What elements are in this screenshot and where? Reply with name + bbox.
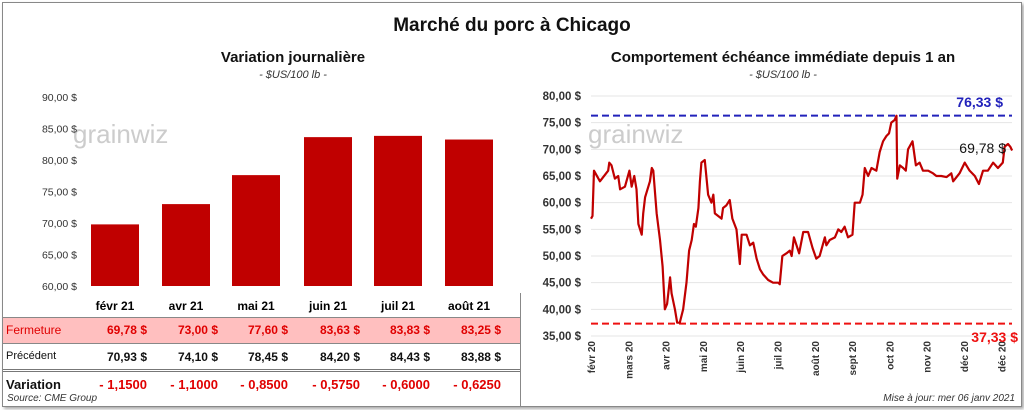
fermeture-row: Fermeture 69,78 $ 73,00 $ 77,60 $ 83,63 $ 83… [3, 317, 520, 344]
x-tick-label: juil 20 [774, 341, 785, 371]
table-cell: - 1,1000 [170, 377, 218, 392]
table-cell: 73,00 $ [177, 323, 218, 337]
watermark-logo: grainwiz [588, 119, 683, 149]
table-cell: 69,78 $ [106, 323, 147, 337]
table-cell: - 0,8500 [240, 377, 288, 392]
table-cell: - 0,6250 [453, 377, 501, 392]
update-note: Mise à jour: mer 06 janv 2021 [883, 393, 1015, 404]
table-cell: - 1,1500 [99, 377, 147, 392]
x-tick-label: déc 20 [997, 341, 1008, 373]
last-price-label: 69,78 $ [959, 140, 1006, 156]
table-cell: 84,20 $ [319, 350, 360, 364]
y-tick-label: 55,00 $ [543, 224, 582, 236]
x-tick-label: févr 20 [587, 341, 598, 374]
x-tick-label: août 20 [811, 341, 822, 376]
price-table: févr 21 avr 21 mai 21 juin 21 juil 21 août 21… [3, 293, 520, 393]
price-line [590, 114, 1014, 324]
table-header-row: févr 21 avr 21 mai 21 juin 21 juil 21 août 21 [3, 298, 520, 323]
right-chart-title: Comportement échéance immédiate depuis 1… [610, 49, 956, 66]
left-chart-title: Variation journalière [220, 49, 366, 66]
x-tick-label: mars 20 [624, 341, 635, 379]
y-tick-label: 70,00 $ [543, 144, 582, 156]
y-tick-label: 60,00 $ [543, 198, 582, 210]
page-title: Marché du porc à Chicago [393, 15, 631, 36]
y-tick-label: 75,00 $ [543, 118, 582, 130]
table-cell: 83,83 $ [389, 323, 430, 337]
variation-label: Variation [6, 377, 61, 392]
variation-row: Variation - 1,1500 - 1,1000 - 0,8500 - 0,57… [3, 373, 520, 398]
table-cell: 70,93 $ [106, 350, 147, 364]
source-note: Source: CME Group [7, 393, 98, 404]
y-tick-label: 40,00 $ [543, 304, 582, 316]
x-tick-label: oct 20 [885, 341, 896, 370]
month-header: févr 21 [95, 299, 135, 313]
x-tick-label: déc 20 [960, 341, 971, 373]
bar [445, 139, 493, 286]
divider [520, 293, 521, 406]
max-label: 76,33 $ [956, 94, 1003, 110]
x-tick-label: sept 20 [848, 341, 859, 376]
table-cell: 77,60 $ [247, 323, 288, 337]
table-cell: 83,63 $ [319, 323, 360, 337]
bar [232, 175, 280, 286]
y-tick-label: 50,00 $ [543, 251, 582, 263]
precedent-label: Précédent [6, 350, 57, 362]
left-chart-unit: - $US/100 lb - [259, 69, 327, 81]
table-cell: - 0,6000 [382, 377, 430, 392]
table-cell: 84,43 $ [389, 350, 430, 364]
watermark-logo: grainwiz [73, 119, 168, 149]
fermeture-label: Fermeture [6, 323, 62, 337]
month-header: août 21 [447, 299, 490, 313]
bar [162, 204, 210, 286]
bar-chart: grainwiz 60,00 $ 65,00 $ 70,00 $ 75,00 $ 80,0… [42, 92, 493, 293]
table-cell: 83,25 $ [460, 323, 501, 337]
right-chart-unit: - $US/100 lb - [749, 69, 817, 81]
y-tick-label: 75,00 $ [42, 187, 77, 199]
table-cell: - 0,5750 [312, 377, 360, 392]
y-tick-label: 90,00 $ [42, 92, 77, 104]
bar [91, 224, 139, 286]
y-tick-label: 65,00 $ [42, 250, 77, 262]
bar [304, 137, 352, 286]
y-tick-label: 60,00 $ [42, 281, 77, 293]
y-tick-label: 45,00 $ [543, 278, 582, 290]
y-tick-label: 65,00 $ [543, 171, 582, 183]
month-header: avr 21 [168, 299, 204, 313]
month-header: juil 21 [380, 299, 415, 313]
table-cell: 78,45 $ [247, 350, 288, 364]
table-cell: 74,10 $ [177, 350, 218, 364]
bar [374, 135, 422, 286]
x-tick-label: nov 20 [923, 341, 934, 373]
y-tick-label: 35,00 $ [543, 331, 582, 343]
y-tick-label: 70,00 $ [42, 218, 77, 230]
month-header: mai 21 [237, 299, 275, 313]
x-tick-label: avr 20 [662, 341, 673, 370]
line-chart: grainwiz 35,00 $ 40,00 $ 45,00 $ 50,00 $ 55,0… [543, 91, 1019, 379]
x-tick-label: mai 20 [699, 341, 710, 373]
month-header: juin 21 [308, 299, 347, 313]
table-cell: 83,88 $ [460, 350, 501, 364]
y-tick-label: 80,00 $ [42, 155, 77, 167]
y-tick-label: 85,00 $ [42, 124, 77, 136]
min-label: 37,33 $ [971, 329, 1018, 345]
x-tick-label: juin 20 [736, 341, 747, 374]
precedent-row: Précédent 70,93 $ 74,10 $ 78,45 $ 84,20 $ 84… [3, 344, 520, 372]
y-tick-label: 80,00 $ [543, 91, 582, 103]
